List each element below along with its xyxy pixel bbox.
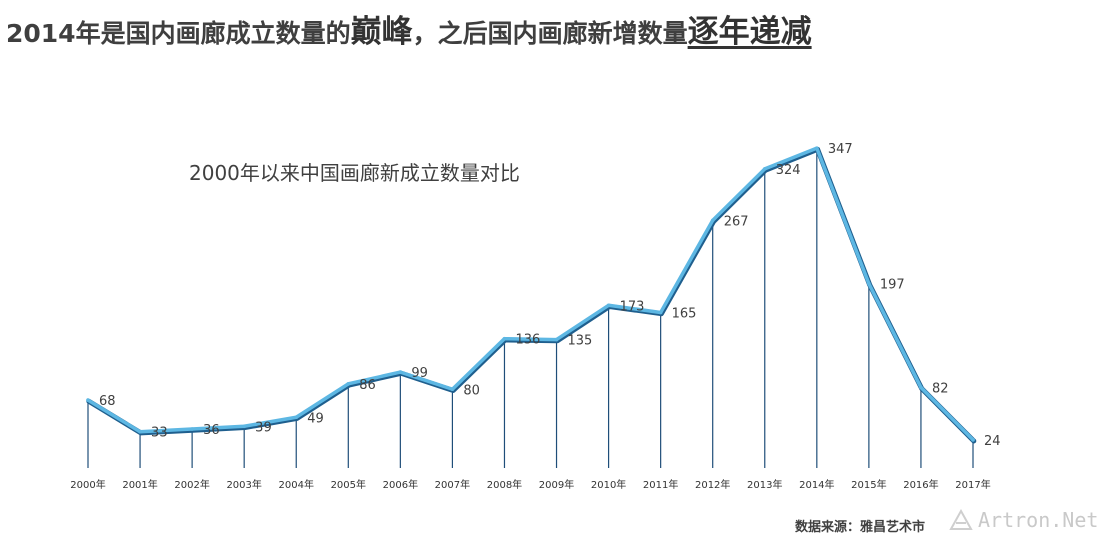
data-point xyxy=(971,438,975,442)
data-label: 49 xyxy=(307,411,324,426)
data-point xyxy=(398,370,403,374)
series-line-shadow xyxy=(86,146,977,444)
watermark: Artron.Net xyxy=(948,508,1098,532)
data-label: 165 xyxy=(672,307,697,322)
x-tick-label: 2001年 xyxy=(122,478,157,491)
data-point xyxy=(86,398,90,402)
data-label: 39 xyxy=(255,420,272,435)
data-point xyxy=(762,167,767,171)
x-tick-label: 2017年 xyxy=(955,478,990,491)
chart-title: 2000年以来中国画廊新成立数量对比 xyxy=(189,161,520,185)
x-tick-label: 2015年 xyxy=(851,478,886,491)
data-label: 36 xyxy=(203,423,220,438)
x-tick-label: 2005年 xyxy=(331,478,366,491)
headline: 2014年是国内画廊成立数量的巅峰，之后国内画廊新增数量逐年递减 xyxy=(6,6,812,51)
headline-emphasis: 巅峰 xyxy=(350,14,413,50)
x-tick-label: 2003年 xyxy=(226,478,261,491)
x-tick-label: 2011年 xyxy=(643,478,678,491)
data-label: 135 xyxy=(568,334,593,349)
data-label: 82 xyxy=(932,381,949,396)
data-point xyxy=(606,303,611,308)
data-label: 267 xyxy=(724,214,749,229)
headline-emphasis-underlined: 逐年递减 xyxy=(687,14,812,50)
data-point xyxy=(502,336,507,341)
x-tick-label: 2002年 xyxy=(174,478,209,491)
data-label: 324 xyxy=(776,163,801,178)
data-point xyxy=(919,385,923,390)
headline-part1: 2014年是国内画廊成立数量的 xyxy=(6,19,351,48)
data-point xyxy=(190,427,194,431)
x-tick-label: 2013年 xyxy=(747,478,782,491)
data-point xyxy=(815,146,819,150)
data-label: 68 xyxy=(99,394,116,409)
data-label: 136 xyxy=(515,333,540,348)
data-label: 86 xyxy=(359,378,376,393)
data-label: 197 xyxy=(880,278,905,293)
data-label: 173 xyxy=(620,299,645,314)
data-label: 347 xyxy=(828,142,853,157)
data-point xyxy=(554,337,559,342)
x-tick-label: 2010年 xyxy=(591,478,626,491)
data-source: 数据来源：雅昌艺术市 xyxy=(795,520,926,535)
data-label: 99 xyxy=(411,366,428,381)
data-label: 24 xyxy=(984,434,1001,449)
data-point xyxy=(346,382,351,386)
x-tick-label: 2000年 xyxy=(70,478,105,491)
data-point xyxy=(294,415,299,420)
data-label: 80 xyxy=(463,383,480,398)
x-tick-label: 2004年 xyxy=(279,478,314,491)
x-tick-label: 2008年 xyxy=(487,478,522,491)
data-label: 33 xyxy=(151,426,168,441)
headline-part2: ，之后国内画廊新增数量 xyxy=(412,19,688,48)
data-point xyxy=(867,281,871,286)
watermark-text: Artron.Net xyxy=(978,508,1098,532)
series-line xyxy=(86,146,975,442)
x-tick-label: 2012年 xyxy=(695,478,730,491)
data-point xyxy=(450,387,455,392)
x-tick-label: 2009年 xyxy=(539,478,574,491)
x-tick-label: 2014年 xyxy=(799,478,834,491)
artron-logo-icon xyxy=(949,509,973,530)
data-point xyxy=(710,218,715,223)
data-point xyxy=(242,424,246,429)
x-tick-label: 2016年 xyxy=(903,478,938,491)
data-point xyxy=(658,310,663,315)
x-tick-label: 2007年 xyxy=(435,478,470,491)
x-tick-label: 2006年 xyxy=(383,478,418,491)
data-point xyxy=(138,429,142,434)
